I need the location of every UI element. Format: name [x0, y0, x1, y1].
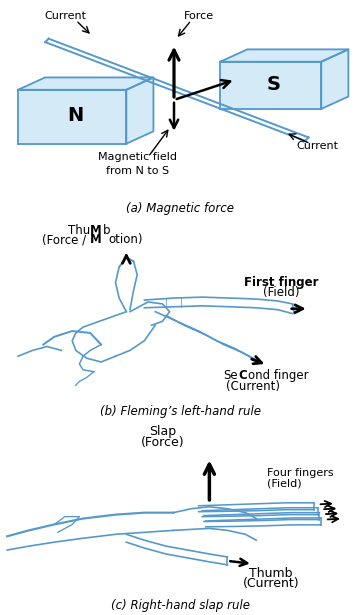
Text: Current: Current	[297, 141, 339, 151]
Polygon shape	[18, 90, 126, 144]
Text: from N to S: from N to S	[106, 165, 169, 176]
Polygon shape	[220, 49, 348, 62]
Polygon shape	[18, 77, 153, 90]
Polygon shape	[321, 49, 348, 109]
Text: (Field): (Field)	[263, 286, 300, 299]
Text: M: M	[90, 234, 102, 247]
Text: M: M	[90, 224, 102, 237]
Text: S: S	[266, 74, 280, 93]
Text: First finger: First finger	[244, 276, 319, 289]
Text: ond finger: ond finger	[248, 369, 309, 382]
Polygon shape	[126, 77, 153, 144]
Text: N: N	[67, 106, 83, 125]
Text: Thumb: Thumb	[249, 567, 292, 580]
Text: (Force): (Force)	[141, 436, 184, 450]
Text: Current: Current	[44, 10, 86, 21]
Text: C: C	[238, 369, 247, 382]
Text: (c) Right-hand slap rule: (c) Right-hand slap rule	[111, 598, 250, 612]
Text: Magnetic field: Magnetic field	[98, 152, 177, 162]
Text: Four fingers: Four fingers	[267, 468, 334, 478]
Text: Force: Force	[183, 10, 214, 21]
Polygon shape	[220, 62, 321, 109]
Text: otion): otion)	[108, 234, 143, 247]
Text: (Force /: (Force /	[42, 234, 90, 247]
Text: (Current): (Current)	[243, 577, 299, 590]
Text: b: b	[103, 224, 110, 237]
Text: (Field): (Field)	[267, 478, 302, 488]
Text: Thu: Thu	[68, 224, 90, 237]
Text: (b) Fleming’s left-hand rule: (b) Fleming’s left-hand rule	[100, 405, 261, 418]
Text: (a) Magnetic force: (a) Magnetic force	[126, 202, 235, 215]
Text: Slap: Slap	[149, 426, 176, 438]
Text: Se: Se	[223, 369, 238, 382]
Text: (Current): (Current)	[226, 379, 280, 393]
